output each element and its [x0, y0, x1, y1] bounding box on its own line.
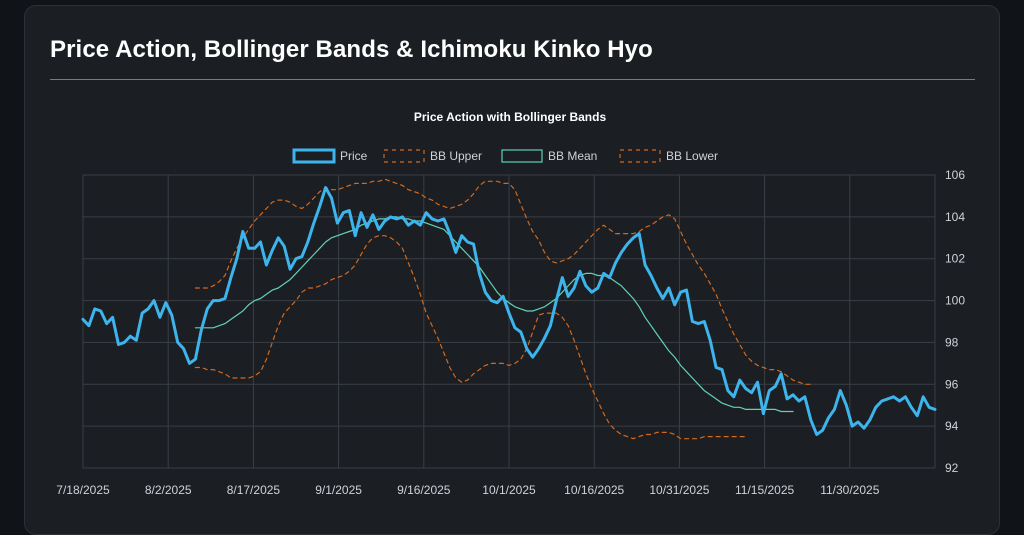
- legend-label: BB Lower: [666, 149, 718, 163]
- x-tick-label: 8/17/2025: [227, 483, 281, 497]
- y-tick-label: 100: [945, 294, 965, 308]
- x-tick-label: 9/1/2025: [315, 483, 362, 497]
- x-tick-label: 10/1/2025: [482, 483, 536, 497]
- x-tick-label: 10/31/2025: [649, 483, 709, 497]
- legend-label: BB Upper: [430, 149, 482, 163]
- price-chart: Price Action with Bollinger Bands 92 94 96…: [56, 110, 965, 497]
- x-tick-label: 9/16/2025: [397, 483, 451, 497]
- card-title: Price Action, Bollinger Bands & Ichimoku…: [50, 36, 653, 63]
- chart-legend: Price BB Upper BB Mean BB Lower: [292, 148, 718, 164]
- y-axis-ticks: 92 94 96 98 100 102 104 106: [945, 168, 965, 475]
- legend-swatch: [619, 149, 661, 163]
- y-tick-label: 104: [945, 210, 965, 224]
- title-divider: [50, 79, 975, 80]
- x-tick-label: 10/16/2025: [564, 483, 624, 497]
- bb-upper-line: [194, 178, 812, 385]
- price-line: [81, 186, 937, 436]
- y-tick-label: 106: [945, 168, 965, 182]
- bb-lower-line: [194, 235, 747, 440]
- y-tick-label: 102: [945, 252, 965, 266]
- legend-item-bb-lower[interactable]: BB Lower: [619, 149, 718, 163]
- chart-title: Price Action with Bollinger Bands: [414, 110, 607, 124]
- legend-item-bb-mean[interactable]: BB Mean: [501, 149, 597, 163]
- y-tick-label: 98: [945, 335, 959, 349]
- bb-mean-line: [194, 216, 794, 413]
- legend-swatch: [383, 149, 425, 163]
- x-tick-label: 11/15/2025: [735, 483, 794, 497]
- chart-card: Price Action, Bollinger Bands & Ichimoku…: [24, 5, 1000, 535]
- legend-swatch: [292, 148, 336, 164]
- legend-item-price[interactable]: Price: [292, 148, 368, 164]
- x-axis-ticks: 7/18/2025 8/2/2025 8/17/2025 9/1/2025 9/16/2…: [56, 483, 879, 497]
- legend-swatch: [501, 149, 543, 163]
- legend-label: BB Mean: [548, 149, 597, 163]
- y-tick-label: 94: [945, 419, 959, 433]
- legend-item-bb-upper[interactable]: BB Upper: [383, 149, 482, 163]
- x-tick-label: 7/18/2025: [56, 483, 110, 497]
- y-tick-label: 96: [945, 377, 959, 391]
- legend-label: Price: [340, 149, 368, 163]
- chart-series: [81, 178, 937, 440]
- x-tick-label: 11/30/2025: [820, 483, 879, 497]
- chart-grid: [82, 174, 936, 469]
- y-tick-label: 92: [945, 461, 959, 475]
- x-tick-label: 8/2/2025: [145, 483, 192, 497]
